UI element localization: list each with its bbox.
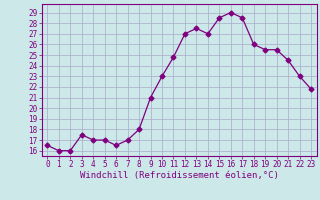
X-axis label: Windchill (Refroidissement éolien,°C): Windchill (Refroidissement éolien,°C): [80, 171, 279, 180]
